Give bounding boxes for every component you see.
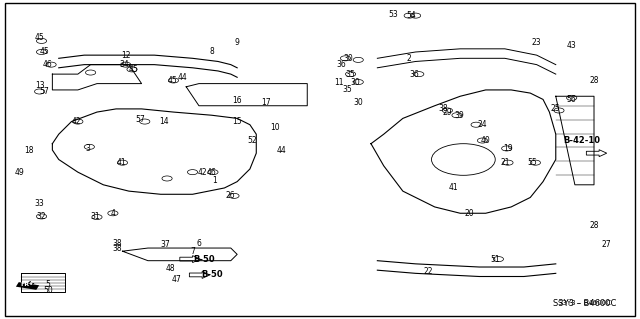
Text: 10: 10 <box>271 123 280 132</box>
Text: 1: 1 <box>212 175 217 185</box>
Text: 12: 12 <box>121 51 131 60</box>
Text: 19: 19 <box>503 144 513 153</box>
Text: 56: 56 <box>567 95 577 104</box>
Text: 13: 13 <box>35 81 44 90</box>
Text: 57: 57 <box>136 115 145 124</box>
Text: 42: 42 <box>197 168 207 177</box>
Text: 41: 41 <box>449 183 459 192</box>
Text: 44: 44 <box>277 145 287 154</box>
Text: 30: 30 <box>353 98 363 107</box>
Text: 42: 42 <box>72 117 81 126</box>
Text: 14: 14 <box>159 117 169 126</box>
Text: 48: 48 <box>166 264 175 273</box>
Text: 47: 47 <box>172 275 182 284</box>
Text: S3Y3 – B4600C: S3Y3 – B4600C <box>558 300 611 306</box>
Text: 16: 16 <box>232 97 242 106</box>
Text: 43: 43 <box>567 41 577 50</box>
Text: 45: 45 <box>40 48 49 56</box>
Text: B-50: B-50 <box>201 271 223 279</box>
Text: 28: 28 <box>589 221 599 230</box>
Text: 6: 6 <box>196 239 202 248</box>
Text: FR•: FR• <box>20 282 33 286</box>
Text: 22: 22 <box>424 267 433 276</box>
Text: 27: 27 <box>602 241 612 249</box>
Text: 52: 52 <box>247 136 257 145</box>
Text: 41: 41 <box>116 158 126 167</box>
Text: 36: 36 <box>336 60 346 69</box>
FancyArrow shape <box>189 271 210 278</box>
Text: 37: 37 <box>160 241 170 249</box>
Text: 46: 46 <box>207 168 216 177</box>
Text: 39: 39 <box>454 111 464 120</box>
Text: B-50: B-50 <box>193 255 215 263</box>
Text: 8: 8 <box>209 48 214 56</box>
Text: 9: 9 <box>235 38 239 47</box>
Text: 32: 32 <box>36 212 45 221</box>
Text: 25: 25 <box>551 104 561 113</box>
FancyArrow shape <box>16 282 39 290</box>
Text: 30: 30 <box>344 54 353 63</box>
Text: B-42-10: B-42-10 <box>563 136 600 145</box>
Text: 45: 45 <box>167 76 177 85</box>
Text: 50: 50 <box>43 286 52 295</box>
Text: 26: 26 <box>226 191 236 200</box>
Text: 34: 34 <box>120 60 129 69</box>
FancyArrow shape <box>586 150 607 157</box>
Text: 51: 51 <box>490 255 500 263</box>
Text: 53: 53 <box>388 10 398 19</box>
Text: 35: 35 <box>346 70 355 78</box>
Text: 46: 46 <box>43 60 52 69</box>
Text: 49: 49 <box>14 168 24 177</box>
Text: 38: 38 <box>113 239 122 248</box>
Text: 57: 57 <box>40 87 49 96</box>
Text: S3Y3 – B4600C: S3Y3 – B4600C <box>553 299 616 308</box>
FancyArrow shape <box>180 256 200 263</box>
Text: 30: 30 <box>350 78 360 86</box>
Text: 11: 11 <box>334 78 344 86</box>
Text: 15: 15 <box>232 117 242 126</box>
Text: 35: 35 <box>342 85 352 94</box>
Text: 45: 45 <box>129 65 138 74</box>
Text: 28: 28 <box>589 76 599 85</box>
Text: 38: 38 <box>113 243 122 253</box>
Text: 54: 54 <box>406 11 416 20</box>
Text: 33: 33 <box>35 199 45 208</box>
Text: 23: 23 <box>532 38 541 47</box>
Text: 5: 5 <box>45 280 51 289</box>
Text: 21: 21 <box>500 158 509 167</box>
Text: 31: 31 <box>91 212 100 221</box>
Text: 29: 29 <box>443 108 452 116</box>
Text: 18: 18 <box>24 145 33 154</box>
Text: 36: 36 <box>410 70 419 78</box>
Text: 38: 38 <box>438 104 448 113</box>
Text: 40: 40 <box>481 136 490 145</box>
Text: 2: 2 <box>407 54 412 63</box>
Text: 17: 17 <box>261 98 271 107</box>
Text: 55: 55 <box>527 158 537 167</box>
Text: 45: 45 <box>35 33 45 42</box>
Text: 44: 44 <box>178 73 188 82</box>
Text: 20: 20 <box>465 209 474 218</box>
Text: 24: 24 <box>477 120 487 129</box>
Text: 7: 7 <box>190 247 195 256</box>
Text: 3: 3 <box>85 144 90 153</box>
Text: 4: 4 <box>111 209 115 218</box>
